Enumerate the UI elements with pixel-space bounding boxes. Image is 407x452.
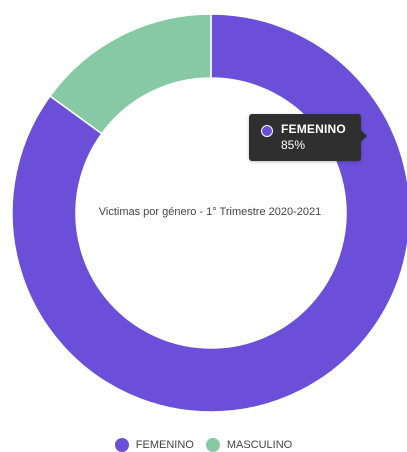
tooltip-swatch xyxy=(261,125,273,137)
chart-legend: FEMENINO MASCULINO xyxy=(0,438,407,452)
legend-swatch-femenino xyxy=(115,438,129,452)
legend-label-femenino: FEMENINO xyxy=(136,439,194,451)
legend-item-masculino[interactable]: MASCULINO xyxy=(206,438,292,452)
legend-item-femenino[interactable]: FEMENINO xyxy=(115,438,194,452)
legend-label-masculino: MASCULINO xyxy=(227,439,292,451)
donut-chart: Victimas por género - 1° Trimestre 2020-… xyxy=(0,0,407,425)
tooltip-value: 85% xyxy=(281,138,305,152)
legend-swatch-masculino xyxy=(206,438,220,452)
tooltip-label: FEMENINO xyxy=(281,122,346,136)
chart-title: Victimas por género - 1° Trimestre 2020-… xyxy=(72,206,348,218)
slice-tooltip: FEMENINO 85% xyxy=(249,114,361,161)
